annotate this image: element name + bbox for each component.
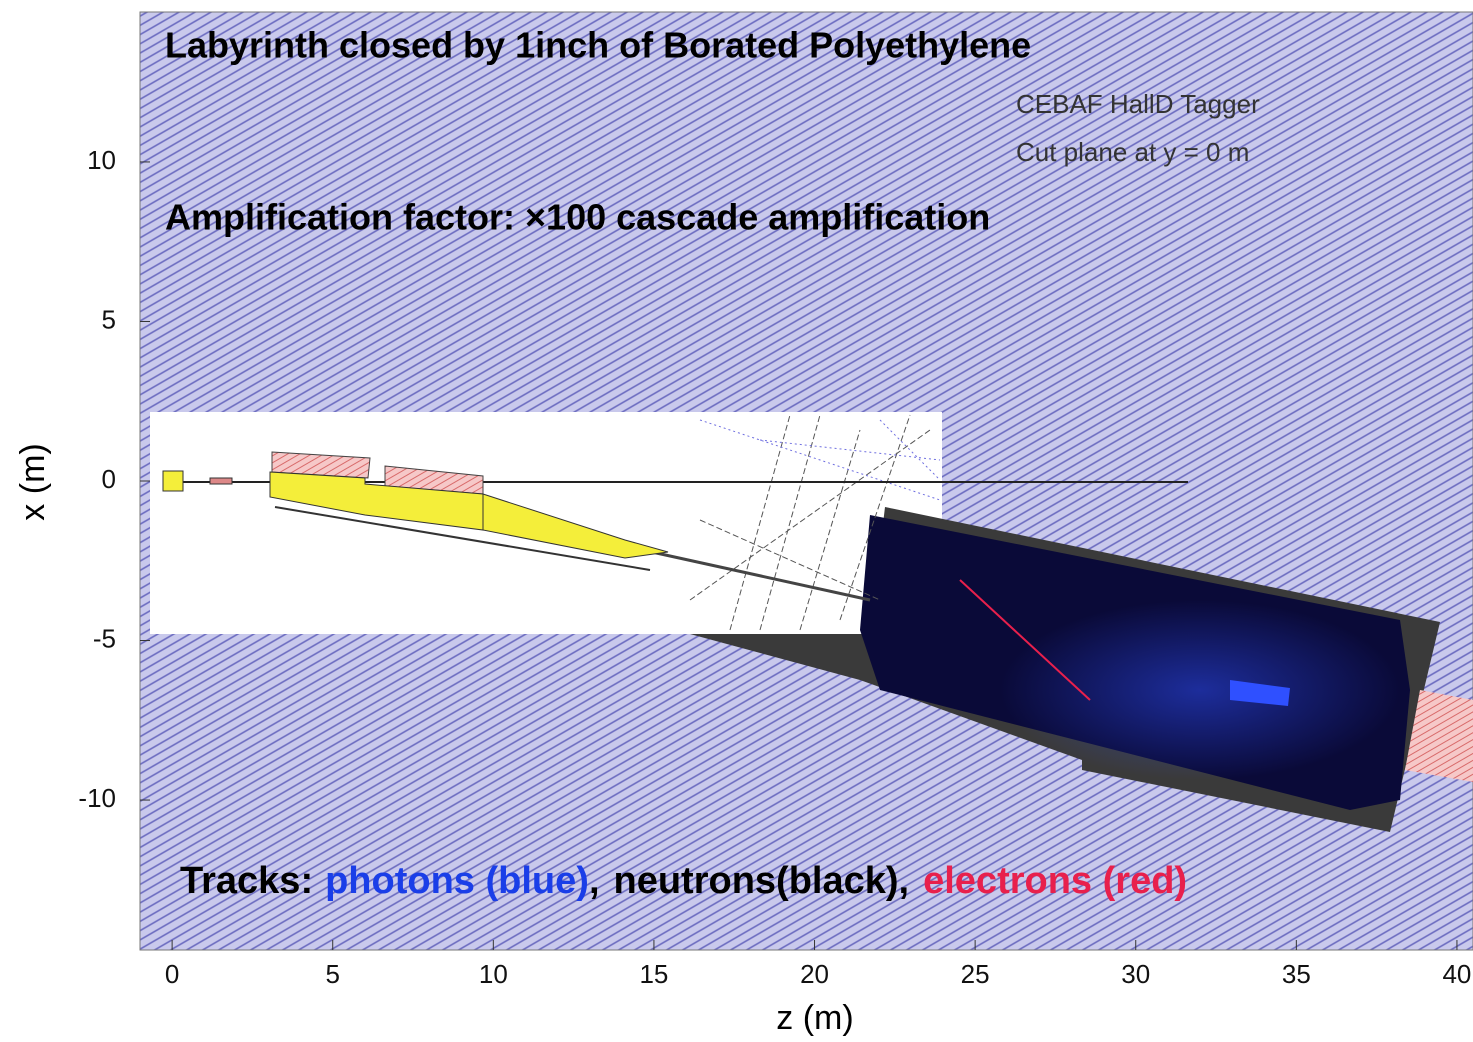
- tagger-magnet: [482, 493, 669, 559]
- photon-core: [1230, 680, 1290, 706]
- y-tick-label: 0: [102, 464, 116, 494]
- y-tick-label: 5: [102, 304, 116, 334]
- annotation: Amplification factor: ×100 cascade ampli…: [165, 197, 990, 238]
- annotation: CEBAF HallD Tagger: [1016, 89, 1260, 119]
- legend: Tracks: photons (blue), neutrons(black), el…: [180, 860, 1187, 902]
- legend-separator: ,: [589, 860, 600, 902]
- neutron-tracks: [689, 414, 931, 631]
- x-tick-label: 25: [961, 959, 990, 989]
- photon-cloud: [1000, 600, 1400, 780]
- y-tick-label: 10: [87, 145, 116, 175]
- x-tick-label: 5: [325, 959, 339, 989]
- x-tick-label: 20: [800, 959, 829, 989]
- y-tick-label: -5: [93, 623, 116, 653]
- beam-dump: [1405, 690, 1473, 782]
- y-axis-label: x (m): [14, 443, 52, 520]
- x-tick-label: 15: [639, 959, 668, 989]
- photon-tracks: [699, 419, 941, 501]
- annotation: Cut plane at y = 0 m: [1016, 137, 1249, 167]
- focal-plane: [274, 506, 651, 571]
- legend-prefix: Tracks:: [180, 860, 313, 902]
- photon-beamline: [619, 543, 871, 602]
- quad: [209, 477, 233, 485]
- electron-track: [959, 579, 1091, 701]
- legend-entry: neutrons(black): [614, 860, 899, 902]
- x-tick-label: 10: [479, 959, 508, 989]
- legend-entry: photons (blue): [325, 860, 589, 902]
- legend-entry: electrons (red): [923, 860, 1187, 902]
- x-tick-label: 30: [1121, 959, 1150, 989]
- x-tick-label: 40: [1442, 959, 1471, 989]
- chart-title: Labyrinth closed by 1inch of Borated Pol…: [165, 25, 1031, 66]
- x-tick-label: 35: [1282, 959, 1311, 989]
- y-tick-label: -10: [78, 783, 116, 813]
- legend-separator: ,: [899, 860, 910, 902]
- magnet-yoke: [271, 451, 371, 479]
- radiator: [162, 470, 184, 492]
- x-tick-label: 0: [165, 959, 179, 989]
- x-axis-label: z (m): [776, 999, 853, 1037]
